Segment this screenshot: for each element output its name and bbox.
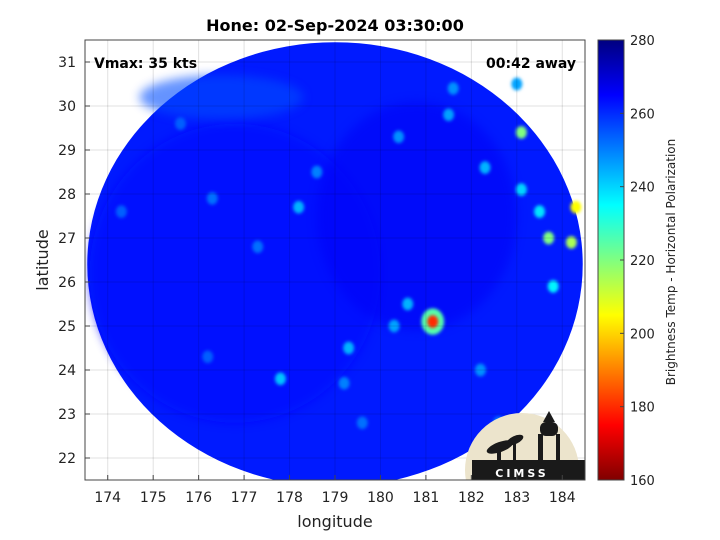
data-point (565, 236, 577, 249)
data-point (543, 231, 555, 245)
y-axis-label: latitude (33, 229, 52, 290)
x-tick-label: 181 (413, 490, 440, 506)
data-point (293, 200, 305, 214)
x-tick-label: 176 (185, 490, 212, 506)
data-point (343, 341, 355, 355)
data-point (356, 416, 368, 430)
data-point (515, 183, 527, 196)
logo-silhouette (472, 411, 585, 480)
x-tick-label: 184 (549, 490, 576, 506)
x-axis-ticks: 174 175 176 177 178 179 180 181 182 183 184 (94, 475, 576, 506)
time-away-annotation: 00:42 away (486, 56, 576, 72)
colorbar-ticks: 160 180 200 220 240 260 280 (620, 34, 655, 489)
logo-text: CIMSS (495, 467, 548, 480)
x-axis-label: longitude (297, 512, 372, 531)
x-tick-label: 179 (322, 490, 349, 506)
cimss-logo: CIMSS (465, 411, 585, 480)
y-tick-label: 22 (58, 451, 76, 467)
colorbar-tick-label: 240 (630, 181, 655, 196)
vmax-annotation: Vmax: 35 kts (94, 56, 197, 72)
y-tick-label: 31 (58, 55, 76, 71)
data-point (175, 117, 186, 130)
data-point (402, 297, 414, 311)
x-tick-label: 174 (94, 490, 121, 506)
x-tick-label: 183 (503, 490, 530, 506)
x-tick-label: 177 (231, 490, 258, 506)
y-tick-label: 24 (58, 363, 76, 379)
swath-texture (316, 101, 517, 331)
grid-lines (85, 40, 585, 480)
y-tick-label: 27 (58, 231, 76, 247)
data-point (570, 200, 582, 214)
y-axis-ticks: 22 23 24 25 26 27 28 29 30 31 (58, 55, 90, 467)
swath-texture (139, 75, 304, 120)
y-tick-label: 29 (58, 143, 76, 159)
x-tick-label: 175 (140, 490, 167, 506)
data-point (547, 280, 559, 293)
x-tick-label: 178 (276, 490, 303, 506)
data-point (338, 376, 350, 390)
data-point (534, 205, 546, 218)
y-tick-label: 28 (58, 187, 76, 203)
data-point (515, 126, 527, 139)
data-point (393, 130, 405, 144)
x-tick-label: 182 (458, 490, 485, 506)
colorbar-tick-label: 220 (630, 254, 655, 269)
colorbar-label: Brightness Temp - Horizontal Polarizatio… (664, 139, 678, 386)
data-point (447, 82, 459, 95)
colorbar-tick-label: 200 (630, 327, 655, 342)
colorbar-tick-label: 260 (630, 107, 655, 122)
data-point (511, 77, 523, 91)
y-tick-label: 25 (58, 319, 76, 335)
data-point (206, 192, 218, 205)
y-tick-label: 23 (58, 407, 76, 423)
data-point (479, 161, 491, 174)
colorbar-tick-label: 160 (630, 474, 655, 489)
data-point (388, 319, 400, 333)
swath-texture (89, 123, 381, 423)
y-tick-label: 30 (58, 99, 76, 115)
data-point (311, 165, 323, 179)
data-point (275, 372, 286, 386)
x-tick-label: 180 (367, 490, 394, 506)
data-point (202, 350, 214, 364)
colorbar-tick-label: 180 (630, 401, 655, 416)
colorbar-tick-label: 280 (630, 34, 655, 49)
data-point (115, 205, 127, 218)
data-point (475, 363, 486, 377)
y-tick-label: 26 (58, 275, 76, 291)
data-point (252, 240, 264, 254)
chart-title: Hone: 02-Sep-2024 03:30:00 (206, 16, 464, 35)
data-point (443, 108, 455, 122)
data-point (427, 315, 439, 328)
colorbar (597, 39, 625, 481)
brightness-swath (87, 42, 583, 480)
